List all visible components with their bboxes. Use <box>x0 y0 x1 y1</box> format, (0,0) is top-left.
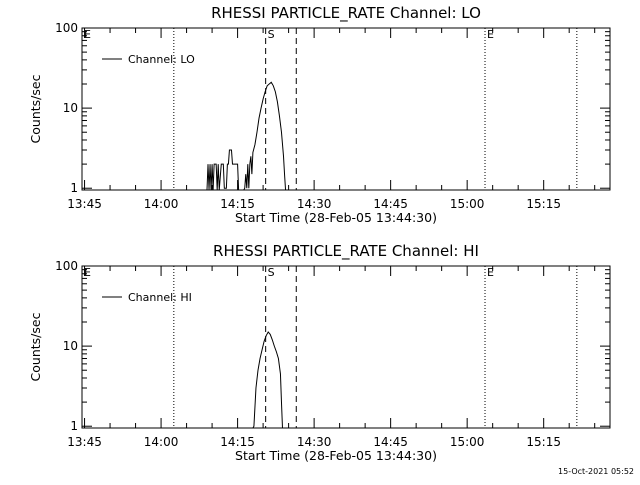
marker-label: E <box>487 28 494 41</box>
plot-frame <box>81 27 611 191</box>
y-tick-label: 10 <box>63 339 78 353</box>
chart-panel-2: RHESSI PARTICLE_RATE Channel: HI E S E 1 10 10… <box>28 242 611 463</box>
marker-label: E <box>84 28 91 41</box>
x-axis-label: Start Time (28-Feb-05 13:44:30) <box>235 210 437 225</box>
x-tick-label: 14:15 <box>220 197 255 211</box>
series-line <box>252 331 283 428</box>
plot-frame <box>81 265 611 429</box>
y-tick-label: 100 <box>55 259 78 273</box>
x-tick-label: 14:30 <box>297 435 332 449</box>
series-line <box>206 81 287 190</box>
legend-entry: Channel: LO <box>128 53 195 66</box>
chart-panel-1: RHESSI PARTICLE_RATE Channel: LO E S E 1 10 10… <box>28 4 611 225</box>
x-axis-label: Start Time (28-Feb-05 13:44:30) <box>235 448 437 463</box>
y-tick-label: 1 <box>70 181 78 195</box>
legend-entry: Channel: HI <box>128 291 192 304</box>
marker-label: E <box>84 266 91 279</box>
x-tick-label: 14:00 <box>144 197 179 211</box>
y-tick-label: 10 <box>63 101 78 115</box>
y-axis-label: Counts/sec <box>28 74 43 143</box>
y-axis-label: Counts/sec <box>28 312 43 381</box>
x-tick-label: 14:00 <box>144 435 179 449</box>
x-tick-label: 14:45 <box>373 435 408 449</box>
chart-title: RHESSI PARTICLE_RATE Channel: LO <box>211 4 481 23</box>
x-tick-label: 13:45 <box>67 435 102 449</box>
marker-label: E <box>487 266 494 279</box>
x-tick-label: 14:45 <box>373 197 408 211</box>
marker-label: S <box>268 266 275 279</box>
x-tick-label: 14:30 <box>297 197 332 211</box>
y-tick-label: 100 <box>55 21 78 35</box>
y-tick-label: 1 <box>70 419 78 433</box>
timestamp: 15-Oct-2021 05:52 <box>558 467 634 476</box>
x-tick-label: 15:00 <box>450 435 485 449</box>
marker-label: S <box>268 28 275 41</box>
x-tick-label: 15:15 <box>526 435 561 449</box>
x-tick-label: 13:45 <box>67 197 102 211</box>
x-tick-label: 15:00 <box>450 197 485 211</box>
x-tick-label: 15:15 <box>526 197 561 211</box>
chart-title: RHESSI PARTICLE_RATE Channel: HI <box>213 242 479 261</box>
x-tick-label: 14:15 <box>220 435 255 449</box>
